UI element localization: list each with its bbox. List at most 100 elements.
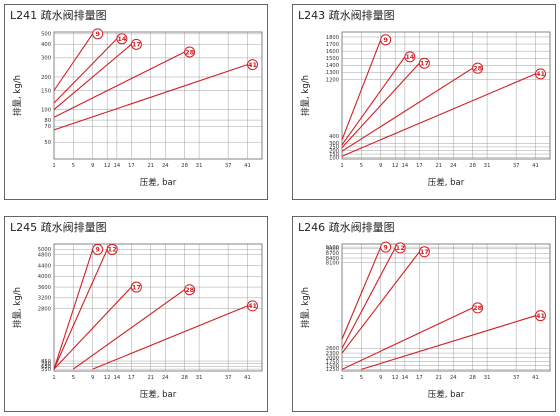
chart0-series-marker-9 xyxy=(92,28,104,40)
chart3-xtick-label: 9 xyxy=(379,375,382,381)
chart3-xtick-label: 31 xyxy=(484,375,491,381)
chart0-xaxis-label: 压差, bar xyxy=(140,177,177,188)
chart1-series-line-14 xyxy=(341,56,406,146)
chart1-series-marker-28 xyxy=(472,62,484,74)
chart0-xtick-label: 31 xyxy=(196,163,203,169)
chart1-series-line-28 xyxy=(341,67,473,152)
chart3-series-line-9 xyxy=(341,246,382,340)
chart3-series-marker-9 xyxy=(380,241,392,253)
chart1-series-label-28: 28 xyxy=(473,64,483,72)
chart0-series-marker-28 xyxy=(184,46,196,58)
chart1-series-label-17: 17 xyxy=(420,60,429,68)
chart3-yaxis-label: 排量, kg/h xyxy=(300,287,311,328)
chart2-series-marker-17 xyxy=(130,281,142,293)
chart2-xtick-label: 9 xyxy=(91,375,94,381)
chart0-ytick-label: 200 xyxy=(41,75,51,81)
chart2-xtick-label: 1 xyxy=(52,375,55,381)
chart1-ytick-label: 250 xyxy=(329,145,339,151)
chart3-ytick-label: 8700 xyxy=(326,251,339,257)
chart0-xtick-label: 37 xyxy=(225,163,232,169)
chart2-ytick-label: 4400 xyxy=(38,263,51,269)
chart0-series-line-9 xyxy=(53,33,94,91)
chart1-series-marker-17 xyxy=(418,57,430,69)
chart3-ytick-label: 1750 xyxy=(326,359,339,365)
chart2-series-marker-28 xyxy=(184,284,196,296)
chart1-series-line-41 xyxy=(341,73,536,157)
chart1-xaxis-label: 压差, bar xyxy=(428,177,465,188)
chart1-ytick-label: 1700 xyxy=(326,42,339,48)
chart2-ytick-label: 5000 xyxy=(38,247,51,253)
chart0-series-label-28: 28 xyxy=(185,48,195,56)
chart3-xtick-label: 41 xyxy=(532,375,539,381)
chart2-xtick-label: 21 xyxy=(147,375,154,381)
chart3-ytick-label: 2000 xyxy=(326,356,339,362)
chart2-series-marker-9 xyxy=(92,243,104,255)
chart1-ytick-label: 400 xyxy=(329,134,339,140)
chart2-series-label-28: 28 xyxy=(185,286,195,294)
chart1-ytick-label: 1500 xyxy=(326,56,339,62)
chart3-series-line-41 xyxy=(361,315,536,370)
chart2-ytick-label: 550 xyxy=(41,367,51,373)
chart2-series-label-17: 17 xyxy=(132,283,141,291)
chart2-ytick-label: 850 xyxy=(41,359,51,365)
chart0-series-label-9: 9 xyxy=(95,30,100,38)
chart-panel-l243: L243 疏水阀排量图 1 5 9 12 14 17 21 24 28 31 37 41 100 150 20… xyxy=(292,4,556,200)
chart3-ytick-label: 8400 xyxy=(326,256,339,262)
chart2-series-line-9 xyxy=(53,249,94,370)
chart3-series-label-17: 17 xyxy=(420,248,429,256)
chart1-xtick-label: 31 xyxy=(484,163,491,169)
chart1-xtick-label: 21 xyxy=(435,163,442,169)
chart0-xtick-label: 41 xyxy=(244,163,251,169)
chart2-ytick-label: 4800 xyxy=(38,253,51,259)
chart1-ytick-label: 1300 xyxy=(326,70,339,76)
chart1-ytick-label: 150 xyxy=(329,152,339,158)
chart2-ytick-label: 3200 xyxy=(38,296,51,302)
chart3-xtick-label: 1 xyxy=(340,375,343,381)
chart3-xtick-label: 37 xyxy=(513,375,520,381)
chart1-xtick-label: 37 xyxy=(513,163,520,169)
chart2-series-line-28 xyxy=(72,289,185,370)
chart1-xtick-label: 5 xyxy=(360,163,363,169)
chart2-xtick-label: 28 xyxy=(181,375,188,381)
chart1-ytick-label: 200 xyxy=(329,148,339,154)
chart0-series-marker-14 xyxy=(116,33,128,45)
chart1-xtick-label: 9 xyxy=(379,163,382,169)
chart0-series-marker-17 xyxy=(130,38,142,50)
chart2-xtick-label: 14 xyxy=(114,375,121,381)
chart0-ytick-label: 80 xyxy=(44,118,51,124)
chart0-xtick-label: 28 xyxy=(181,163,188,169)
chart0-xtick-label: 5 xyxy=(72,163,75,169)
chart1-series-marker-41 xyxy=(534,68,546,80)
chart2-series-line-41 xyxy=(92,305,248,370)
chart2-series-label-12: 12 xyxy=(108,246,117,254)
chart0-xtick-label: 21 xyxy=(147,163,154,169)
chart0-ytick-label: 50 xyxy=(44,140,51,146)
chart3-ytick-label: 1250 xyxy=(326,367,339,373)
chart1-series-marker-9 xyxy=(380,34,392,46)
chart3-series-label-12: 12 xyxy=(396,244,405,252)
chart2-series-marker-41 xyxy=(246,300,258,312)
chart1-ytick-label: 300 xyxy=(329,141,339,147)
chart3-series-marker-17 xyxy=(418,246,430,258)
chart2-ytick-label: 750 xyxy=(41,362,51,368)
chart1-series-label-9: 9 xyxy=(383,36,388,44)
chart3-ytick-label: 9000 xyxy=(326,246,339,252)
chart1-xtick-label: 1 xyxy=(340,163,343,169)
chart2-series-marker-12 xyxy=(106,243,118,255)
chart1-series-line-9 xyxy=(341,39,382,140)
chart0-series-line-41 xyxy=(53,64,248,131)
chart2-ytick-label: 650 xyxy=(41,364,51,370)
chart1-xtick-label: 28 xyxy=(469,163,476,169)
chart3-xaxis-label: 压差, bar xyxy=(428,389,465,400)
chart0-series-label-41: 41 xyxy=(248,61,258,69)
chart3-series-marker-28 xyxy=(472,302,484,314)
chart1-series-label-14: 14 xyxy=(405,53,415,61)
chart2-xtick-label: 37 xyxy=(225,375,232,381)
chart1-series-marker-14 xyxy=(404,51,416,63)
chart1-xtick-label: 41 xyxy=(532,163,539,169)
chart0-xtick-label: 14 xyxy=(114,163,121,169)
chart0-ytick-label: 300 xyxy=(41,56,51,62)
chart3-xtick-label: 28 xyxy=(469,375,476,381)
